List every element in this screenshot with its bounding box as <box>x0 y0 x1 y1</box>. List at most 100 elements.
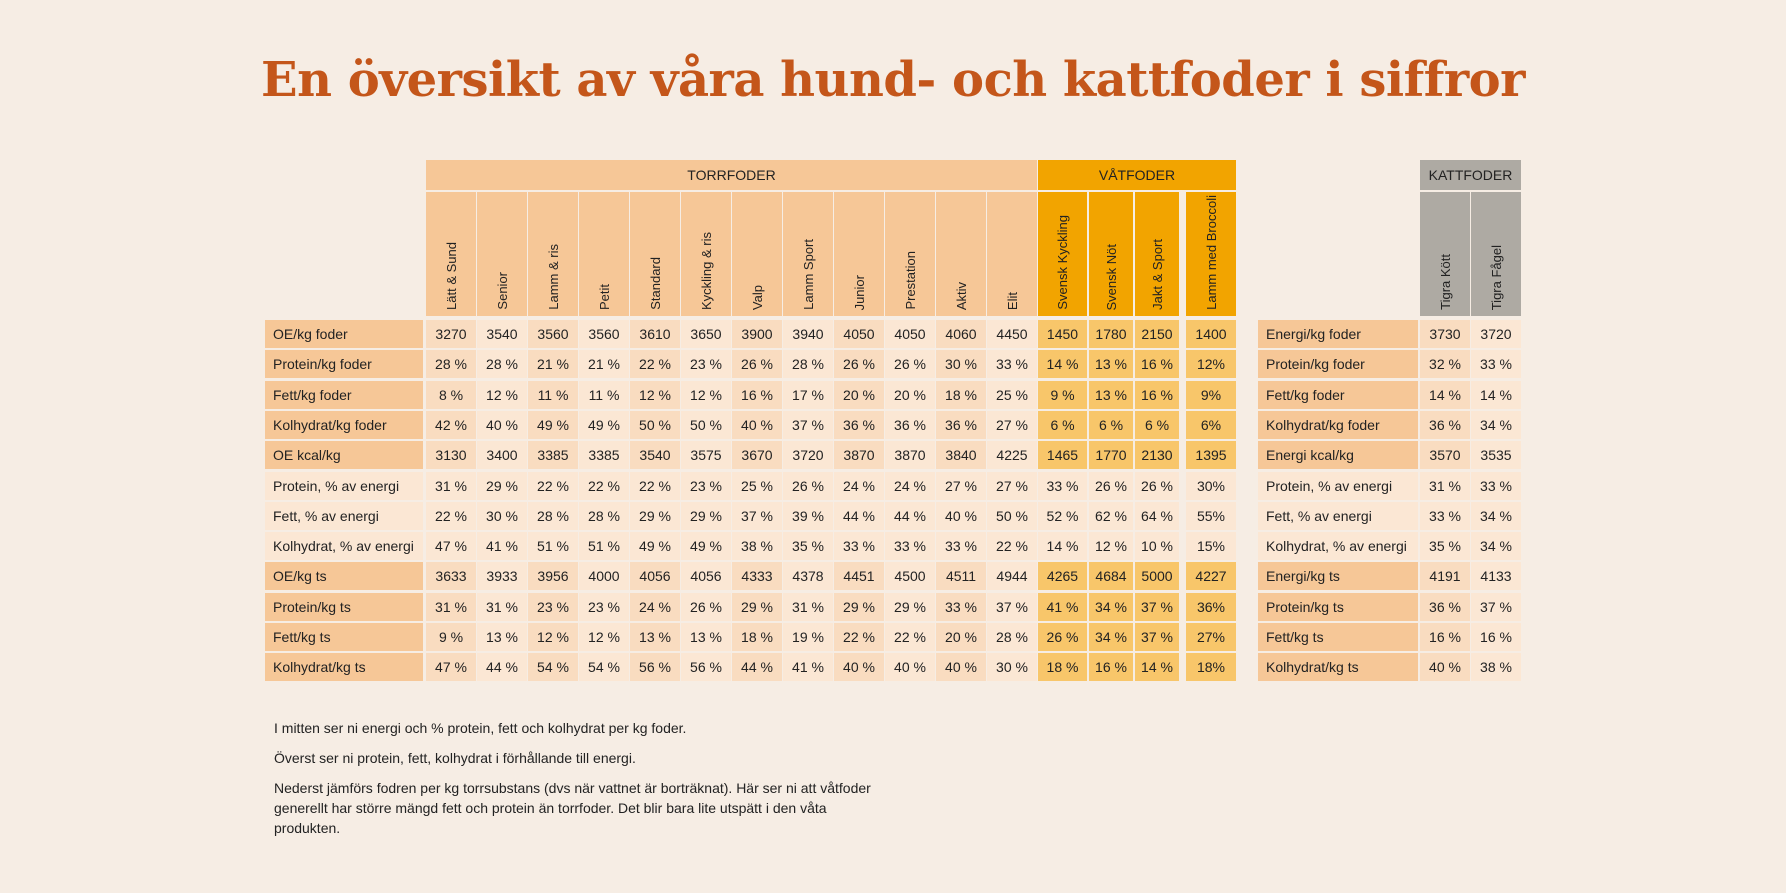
table-cell: 54 % <box>579 653 629 682</box>
table-cell: 12 % <box>630 380 680 409</box>
table-cell: 9 % <box>426 623 476 651</box>
column-header: Lamm med Broccoli <box>1186 192 1236 316</box>
table-cell: 4191 <box>1420 562 1470 591</box>
row-label: Protein/kg foder <box>265 350 423 379</box>
table-cell: 14 % <box>1135 653 1179 682</box>
table-cell: 36 % <box>1420 592 1470 621</box>
table-cell: 9 % <box>1038 380 1087 409</box>
column-header: Junior <box>834 192 884 316</box>
table-cell: 32 % <box>1420 350 1470 379</box>
table-cell: 49 % <box>579 410 629 439</box>
table-cell: 51 % <box>579 532 629 561</box>
table-cell: 40 % <box>732 410 782 439</box>
footnotes: I mitten ser ni energi och % protein, fe… <box>274 718 874 848</box>
table-cell: 18 % <box>732 623 782 651</box>
column-header: Kyckling & ris <box>681 192 731 316</box>
column-header-label: Lamm med Broccoli <box>1203 195 1219 310</box>
table-cell: 1465 <box>1038 441 1087 470</box>
row-label: Energi kcal/kg <box>1258 441 1418 470</box>
table-cell: 31 % <box>426 592 476 621</box>
table-cell: 13 % <box>477 623 527 651</box>
column-header-label: Prestation <box>902 251 918 310</box>
table-cell: 33 % <box>885 532 935 561</box>
table-cell: 62 % <box>1089 501 1133 530</box>
table-cell: 36 % <box>885 410 935 439</box>
table-cell: 16 % <box>1471 623 1521 651</box>
table-cell: 34 % <box>1089 623 1133 651</box>
column-header: Standard <box>630 192 680 316</box>
table-cell: 34 % <box>1089 592 1133 621</box>
row-label: Protein/kg ts <box>1258 592 1418 621</box>
footnote: Nederst jämförs fodren per kg torrsubsta… <box>274 780 871 836</box>
table-cell: 16 % <box>1420 623 1470 651</box>
table-cell: 14 % <box>1038 350 1087 379</box>
table-cell: 12 % <box>528 623 578 651</box>
row-label: Protein, % av energi <box>265 471 423 500</box>
table-cell: 41 % <box>783 653 833 682</box>
table-cell: 3730 <box>1420 320 1470 348</box>
table-cell: 29 % <box>681 501 731 530</box>
group-header-dry: TORRFODER <box>426 160 1037 190</box>
table-cell: 30 % <box>936 350 986 379</box>
table-cell: 30 % <box>987 653 1037 682</box>
table-cell: 26 % <box>885 350 935 379</box>
table-cell: 26 % <box>1089 471 1133 500</box>
table-cell: 3720 <box>1471 320 1521 348</box>
table-cell: 4450 <box>987 320 1037 348</box>
table-cell: 64 % <box>1135 501 1179 530</box>
table-cell: 12 % <box>579 623 629 651</box>
table-cell: 29 % <box>732 592 782 621</box>
table-cell: 17 % <box>783 380 833 409</box>
table-cell: 12 % <box>477 380 527 409</box>
table-cell: 37 % <box>783 410 833 439</box>
table-cell: 4333 <box>732 562 782 591</box>
table-cell: 33 % <box>1420 501 1470 530</box>
table-cell: 3385 <box>579 441 629 470</box>
table-cell: 23 % <box>681 471 731 500</box>
table-cell: 49 % <box>630 532 680 561</box>
table-cell: 55% <box>1186 501 1236 530</box>
table-cell: 2150 <box>1135 320 1179 348</box>
table-cell: 22 % <box>630 350 680 379</box>
column-header: Svensk Kyckling <box>1038 192 1087 316</box>
table-cell: 28 % <box>426 350 476 379</box>
table-cell: 22 % <box>528 471 578 500</box>
table-cell: 11 % <box>528 380 578 409</box>
table-cell: 3900 <box>732 320 782 348</box>
table-cell: 37 % <box>1135 592 1179 621</box>
table-cell: 2130 <box>1135 441 1179 470</box>
table-cell: 12 % <box>681 380 731 409</box>
table-cell: 8 % <box>426 380 476 409</box>
table-cell: 31 % <box>477 592 527 621</box>
column-header: Aktiv <box>936 192 986 316</box>
table-cell: 52 % <box>1038 501 1087 530</box>
table-cell: 29 % <box>477 471 527 500</box>
table-cell: 26 % <box>1038 623 1087 651</box>
table-cell: 37 % <box>732 501 782 530</box>
table-cell: 10 % <box>1135 532 1179 561</box>
column-header-label: Svensk Nöt <box>1103 243 1119 310</box>
table-cell: 4378 <box>783 562 833 591</box>
table-cell: 3540 <box>630 441 680 470</box>
table-cell: 30% <box>1186 471 1236 500</box>
table-cell: 44 % <box>732 653 782 682</box>
table-cell: 1400 <box>1186 320 1236 348</box>
column-header: Valp <box>732 192 782 316</box>
table-cell: 12% <box>1186 350 1236 379</box>
row-label: Kolhydrat/kg ts <box>265 653 423 682</box>
table-cell: 28 % <box>579 501 629 530</box>
table-cell: 40 % <box>1420 653 1470 682</box>
table-cell: 4500 <box>885 562 935 591</box>
table-cell: 37 % <box>987 592 1037 621</box>
table-cell: 22 % <box>579 471 629 500</box>
table-cell: 47 % <box>426 532 476 561</box>
column-header-label: Lamm & ris <box>545 244 561 310</box>
table-cell: 38 % <box>732 532 782 561</box>
table-cell: 3560 <box>579 320 629 348</box>
row-label: Fett/kg ts <box>265 623 423 651</box>
table-cell: 13 % <box>681 623 731 651</box>
row-label: Protein/kg ts <box>265 592 423 621</box>
column-header-label: Senior <box>494 272 510 310</box>
table-cell: 27 % <box>936 471 986 500</box>
table-cell: 56 % <box>630 653 680 682</box>
